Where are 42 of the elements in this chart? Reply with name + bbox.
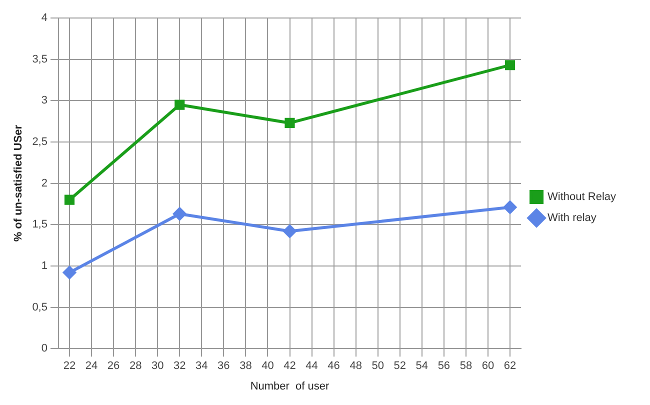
point [504,200,517,214]
y-tick-label: 3 [41,94,48,107]
x-tick-label: 46 [328,360,340,372]
y-tick-label: 3,5 [32,53,48,66]
x-tick-label: 60 [482,360,494,372]
x-tick-label: 52 [394,360,406,372]
x-tick-label: 54 [416,360,428,372]
point [64,194,75,205]
point [283,224,296,238]
point [63,266,76,280]
x-tick-label: 40 [262,360,274,372]
y-tick-label: 4 [41,12,48,24]
x-tick-label: 48 [350,360,362,372]
x-axis-title: Number of user [250,380,330,392]
x-tick-label: 22 [63,360,76,372]
legend-label: With relay [548,212,597,224]
y-tick-label: 1,5 [32,218,48,231]
x-tick-label: 56 [438,360,450,372]
x-tick-label: 24 [85,360,98,372]
x-tick-label: 28 [129,360,142,372]
x-tick-label: 38 [240,360,252,372]
point [173,207,186,220]
x-tick-label: 58 [460,360,472,372]
point [174,100,185,110]
x-tick-label: 32 [174,360,186,372]
y-tick-label: 2 [41,177,48,190]
y-tick-label: 2,5 [32,136,48,148]
x-tick-label: 30 [151,360,164,372]
y-axis-title: % of un-satisfied USer [12,124,25,242]
x-tick-label: 62 [504,360,516,372]
y-tick-label: 1 [41,260,48,272]
x-tick-label: 26 [107,360,120,372]
y-tick-label: 0,5 [32,301,48,314]
x-tick-label: 34 [196,360,208,372]
y-tick-label: 0 [41,342,48,355]
legend-label: Without Relay [548,191,616,204]
point [284,118,295,128]
point [504,60,516,70]
x-tick-label: 36 [218,360,230,372]
x-tick-label: 44 [306,360,318,372]
x-tick-label: 50 [372,360,384,372]
x-tick-label: 42 [284,360,296,372]
